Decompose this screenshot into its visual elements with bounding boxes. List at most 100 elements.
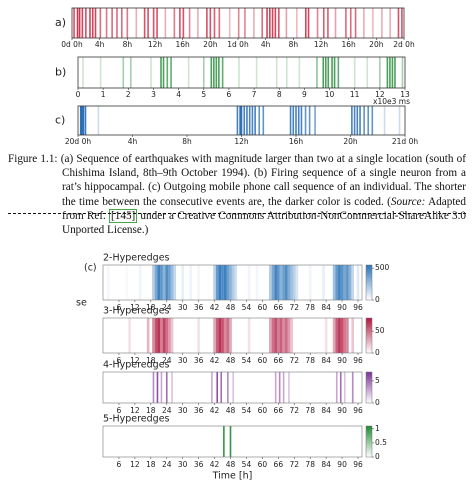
x-tick-label: 96 (353, 406, 363, 415)
x-tick-label: 8 (277, 90, 282, 99)
event (253, 8, 255, 38)
x-tick-label: 84 (321, 406, 331, 415)
stripe (229, 318, 232, 353)
event (304, 106, 307, 135)
event (331, 57, 333, 88)
event (383, 106, 386, 135)
stripe (168, 265, 171, 300)
x-tick-label: 18 (146, 460, 156, 469)
stripe (338, 318, 341, 353)
colorbar (365, 371, 373, 404)
x-tick-label: 0d 0h (61, 40, 83, 49)
x-tick-label: 12 (130, 303, 140, 312)
event (324, 57, 327, 88)
stripe (351, 265, 355, 300)
stripe (271, 265, 275, 300)
stripe (171, 372, 173, 403)
x-tick-label: 36 (194, 460, 204, 469)
stripe (274, 372, 277, 403)
event (206, 8, 208, 38)
stripe (226, 318, 230, 353)
stripe (216, 372, 219, 403)
x-tick-label: 96 (353, 303, 363, 312)
x-tick-label: 16h (176, 40, 191, 49)
event (116, 8, 118, 38)
stripe (351, 372, 354, 403)
event (349, 8, 352, 38)
stripe (292, 265, 296, 300)
event (94, 8, 97, 38)
event (160, 57, 162, 88)
event (143, 8, 146, 38)
x-tick-label: 6 (117, 406, 122, 415)
stripe (343, 265, 347, 300)
panel-title: 3-Hyperedges (103, 306, 170, 317)
x-tick-label: 24 (162, 303, 172, 312)
panel-bg (103, 318, 362, 353)
x-tick-label: 6 (117, 356, 122, 365)
panel-frame (77, 56, 406, 89)
x-tick-label: 4h (95, 40, 105, 49)
event (238, 57, 240, 88)
event (292, 106, 295, 135)
stripe (287, 318, 291, 353)
x-tick-label: 12h (148, 40, 163, 49)
event (213, 57, 215, 88)
x-tick-label: 4h (128, 137, 138, 146)
figure-label: (c) (84, 263, 97, 274)
stripe (284, 265, 288, 300)
event (386, 57, 389, 88)
event (401, 57, 404, 88)
stripe (154, 265, 158, 300)
x-tick-label: 20h (369, 40, 384, 49)
colorbar-tick-label: 0 (375, 295, 380, 304)
stripe (232, 372, 234, 403)
x-tick-label: 90 (337, 406, 347, 415)
stripe (288, 372, 290, 403)
stripe (229, 265, 232, 300)
stripe (152, 372, 155, 403)
event (239, 106, 241, 135)
caption-text: Adapted from Ref. (62, 195, 466, 222)
caption-text: Source: (390, 195, 426, 208)
x-tick-label: 12 (130, 460, 140, 469)
stripe (351, 318, 355, 353)
colorbar-tick-label: 0 (375, 398, 380, 407)
stripe (221, 318, 224, 353)
x-tick-label: 2 (126, 90, 131, 99)
stripe (165, 372, 168, 403)
event (135, 8, 138, 38)
stripe (335, 318, 339, 353)
event (254, 106, 256, 135)
stripe (274, 265, 277, 300)
x-tick-label: 90 (337, 460, 347, 469)
panel-bg (103, 426, 362, 457)
stripe (223, 318, 227, 353)
event (289, 106, 292, 135)
x-tick-label: 9 (302, 90, 307, 99)
event (337, 57, 340, 88)
stripe (165, 265, 169, 300)
x-tick-label: 42 (210, 460, 220, 469)
caption-text: [145] (109, 208, 138, 223)
x-tick-label: 84 (321, 303, 331, 312)
x-tick-label: 1d 0h (227, 40, 249, 49)
stripe (287, 265, 291, 300)
event (353, 57, 356, 88)
event (221, 57, 224, 88)
stripe (269, 265, 272, 300)
event (316, 8, 319, 38)
event (333, 57, 336, 88)
stripe (231, 265, 235, 300)
event (236, 106, 239, 135)
stripe (146, 318, 150, 353)
x-tick-label: 54 (242, 460, 252, 469)
event (111, 8, 113, 38)
stripe (227, 372, 229, 403)
event (84, 106, 87, 135)
event (130, 57, 132, 88)
x-tick-label: 72 (289, 303, 299, 312)
event (255, 57, 258, 88)
x-tick-label: 78 (305, 406, 315, 415)
event (228, 8, 231, 38)
